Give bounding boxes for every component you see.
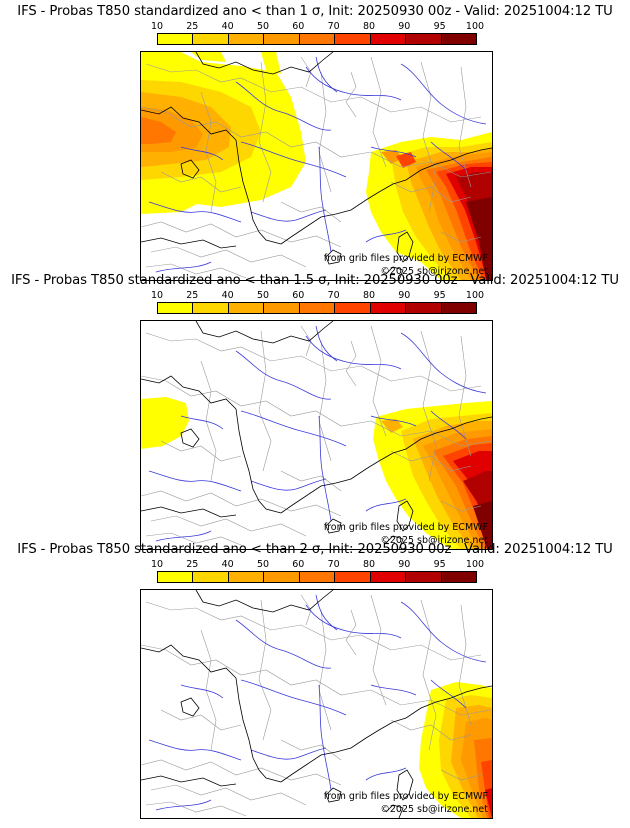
tick-label: 10 xyxy=(150,290,164,301)
colorbar-segment xyxy=(158,34,194,44)
panel-title: IFS - Probas T850 standardized ano < tha… xyxy=(11,273,619,288)
map-panel-3: IFS - Probas T850 standardized ano < tha… xyxy=(0,542,630,819)
tick-label: 70 xyxy=(327,559,340,570)
tick-label: 40 xyxy=(221,21,234,32)
tick-label: 10 xyxy=(150,559,164,570)
tick-label: 100 xyxy=(465,290,485,301)
panel-title: IFS - Probas T850 standardized ano < tha… xyxy=(17,542,613,557)
map-graphic xyxy=(141,321,492,549)
tick-label: 95 xyxy=(433,290,446,301)
colorbar-segment xyxy=(406,34,442,44)
colorbar-segment xyxy=(228,303,265,313)
tick-label: 80 xyxy=(362,559,376,570)
tick-label: 50 xyxy=(256,290,270,301)
probability-map: from grib files provided by ECMWF ©2025 … xyxy=(140,320,493,550)
colorbar-segment xyxy=(441,303,476,313)
probability-map: from grib files provided by ECMWF ©2025 … xyxy=(140,51,493,281)
map-panel-1: IFS - Probas T850 standardized ano < tha… xyxy=(0,4,630,281)
colorbar-segment xyxy=(228,34,265,44)
tick-label: 60 xyxy=(292,21,305,32)
source-credit: from grib files provided by ECMWF xyxy=(323,253,488,264)
colorbar-segment xyxy=(370,303,407,313)
colorbar-segment xyxy=(228,572,265,582)
colorbar-ticks: 10 25 40 50 60 70 80 90 95 100 xyxy=(151,559,484,571)
tick-label: 90 xyxy=(398,21,411,32)
tick-label: 100 xyxy=(465,559,485,570)
tick-label: 60 xyxy=(292,290,305,301)
tick-label: 70 xyxy=(327,21,340,32)
tick-label: 95 xyxy=(433,21,446,32)
colorbar-segment xyxy=(370,34,407,44)
colorbar-segment xyxy=(158,303,194,313)
colorbar-segment xyxy=(299,34,336,44)
colorbar-segment xyxy=(299,572,336,582)
source-credit: from grib files provided by ECMWF xyxy=(323,522,488,533)
tick-label: 90 xyxy=(398,559,411,570)
copyright-credit: ©2025 sb@irizone.net xyxy=(380,266,488,277)
copyright-credit: ©2025 sb@irizone.net xyxy=(380,535,488,546)
tick-label: 10 xyxy=(150,21,164,32)
colorbar-segment xyxy=(441,572,476,582)
tick-label: 60 xyxy=(292,559,305,570)
tick-label: 70 xyxy=(327,290,340,301)
map-graphic xyxy=(141,52,492,280)
tick-label: 95 xyxy=(433,559,446,570)
colorbar-segment xyxy=(264,34,300,44)
colorbar-segment xyxy=(158,572,194,582)
source-credit: from grib files provided by ECMWF xyxy=(323,791,488,802)
colorbar-segment xyxy=(193,34,229,44)
colorbar xyxy=(157,571,477,583)
colorbar-segment xyxy=(299,303,336,313)
copyright-credit: ©2025 sb@irizone.net xyxy=(380,804,488,815)
colorbar-segment xyxy=(441,34,476,44)
colorbar xyxy=(157,302,477,314)
colorbar-segment xyxy=(193,572,229,582)
colorbar-segment xyxy=(264,572,300,582)
colorbar-segment xyxy=(264,303,300,313)
colorbar-ticks: 10 25 40 50 60 70 80 90 95 100 xyxy=(151,21,484,33)
map-graphic xyxy=(141,590,492,818)
tick-label: 100 xyxy=(465,21,485,32)
tick-label: 25 xyxy=(186,21,199,32)
colorbar-segment xyxy=(335,34,371,44)
panel-title: IFS - Probas T850 standardized ano < tha… xyxy=(17,4,613,19)
tick-label: 40 xyxy=(221,290,234,301)
colorbar xyxy=(157,33,477,45)
tick-label: 80 xyxy=(362,290,376,301)
tick-label: 50 xyxy=(256,21,270,32)
tick-label: 25 xyxy=(186,559,199,570)
colorbar-ticks: 10 25 40 50 60 70 80 90 95 100 xyxy=(151,290,484,302)
tick-label: 25 xyxy=(186,290,199,301)
colorbar-segment xyxy=(406,303,442,313)
map-panel-2: IFS - Probas T850 standardized ano < tha… xyxy=(0,273,630,550)
tick-label: 50 xyxy=(256,559,270,570)
tick-label: 40 xyxy=(221,559,234,570)
colorbar-segment xyxy=(335,303,371,313)
colorbar-segment xyxy=(335,572,371,582)
colorbar-segment xyxy=(370,572,407,582)
tick-label: 80 xyxy=(362,21,376,32)
colorbar-segment xyxy=(193,303,229,313)
colorbar-segment xyxy=(406,572,442,582)
tick-label: 90 xyxy=(398,290,411,301)
probability-map: from grib files provided by ECMWF ©2025 … xyxy=(140,589,493,819)
